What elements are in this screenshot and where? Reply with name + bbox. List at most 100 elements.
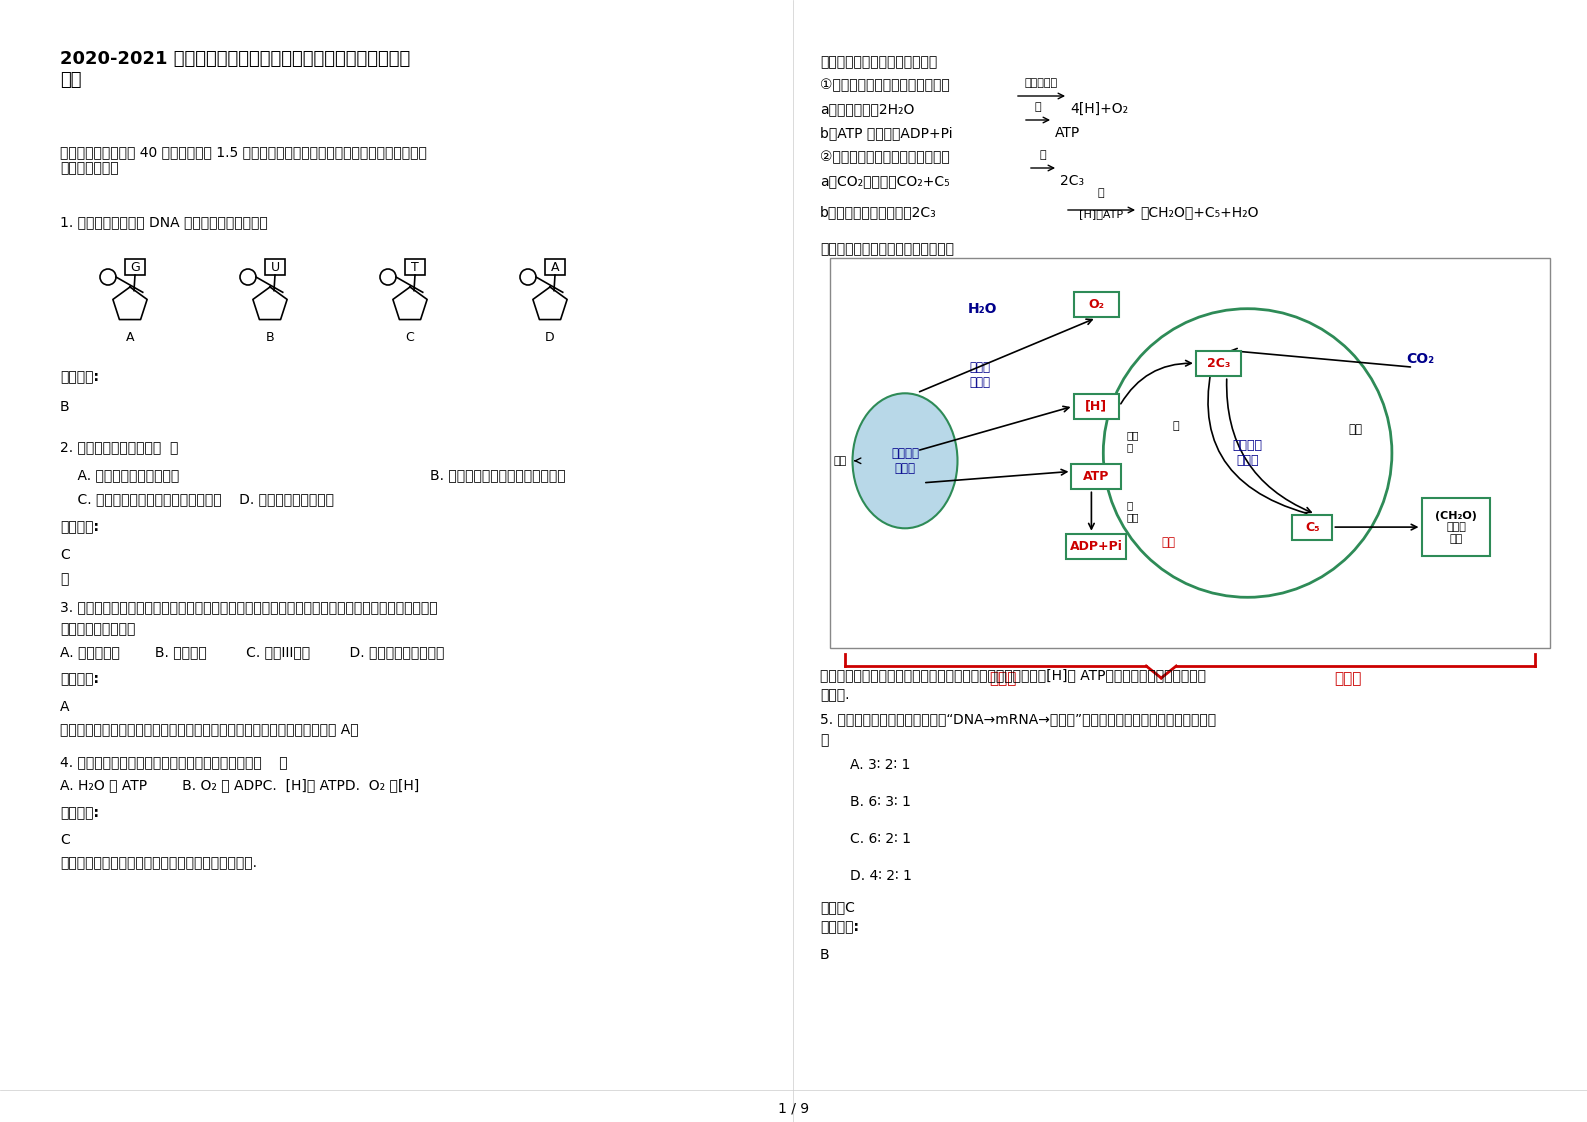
Text: 的还原.: 的还原. — [820, 688, 849, 702]
Text: 多种酶参
加催化: 多种酶参 加催化 — [1233, 439, 1263, 467]
Text: a．水的光解：2H₂O: a．水的光解：2H₂O — [820, 102, 914, 116]
Text: 还原: 还原 — [1162, 536, 1176, 549]
Text: B: B — [60, 401, 70, 414]
Text: 一、选择题（本题共 40 小题，每小题 1.5 分。在每小题给出的四个选项中，只有一项是符合
题目要求的。）: 一、选择题（本题共 40 小题，每小题 1.5 分。在每小题给出的四个选项中，只… — [60, 145, 427, 175]
Text: a．CO₂的固定：CO₂+C₅: a．CO₂的固定：CO₂+C₅ — [820, 174, 949, 188]
Text: 酶: 酶 — [1098, 188, 1105, 197]
Text: 暗反应: 暗反应 — [1335, 671, 1362, 686]
Text: 供能: 供能 — [1127, 513, 1139, 523]
Text: 2C₃: 2C₃ — [1060, 174, 1084, 188]
Text: U: U — [270, 260, 279, 274]
Text: （CH₂O）+C₅+H₂O: （CH₂O）+C₅+H₂O — [1139, 205, 1258, 219]
Text: A. 3∶ 2∶ 1: A. 3∶ 2∶ 1 — [851, 758, 911, 772]
Text: 4[H]+O₂: 4[H]+O₂ — [1070, 102, 1128, 116]
Text: 2. 下列属于单倍体的是（  ）: 2. 下列属于单倍体的是（ ） — [60, 440, 178, 454]
Text: 供氢: 供氢 — [1127, 431, 1139, 440]
Text: ATP: ATP — [1084, 470, 1109, 482]
Text: C₅: C₅ — [1305, 521, 1320, 534]
Bar — [1074, 293, 1119, 318]
Text: [H]、ATP: [H]、ATP — [1079, 209, 1124, 219]
Text: 略: 略 — [60, 572, 68, 586]
Text: H₂O: H₂O — [968, 302, 998, 315]
Text: 光能: 光能 — [833, 456, 846, 466]
Text: B: B — [820, 948, 830, 962]
Text: C: C — [60, 548, 70, 562]
Text: 故选：C: 故选：C — [820, 900, 855, 914]
Text: b．ATP 的生成：ADP+Pi: b．ATP 的生成：ADP+Pi — [820, 126, 952, 140]
Text: 5. 基因控制蛋白质合成过程中，“DNA→mRNA→蛋白质”三者的基本组成单位的数量比例关系: 5. 基因控制蛋白质合成过程中，“DNA→mRNA→蛋白质”三者的基本组成单位的… — [820, 712, 1216, 726]
Bar — [830, 258, 1550, 649]
Text: C: C — [60, 833, 70, 847]
Text: [H]: [H] — [1086, 399, 1108, 413]
Circle shape — [240, 269, 256, 285]
Text: ADP+Pi: ADP+Pi — [1070, 540, 1124, 553]
Text: 【考点】光反应、暗反应过程的能量变化和物质变化.: 【考点】光反应、暗反应过程的能量变化和物质变化. — [60, 856, 257, 870]
Text: 1. 下列核苷酸中，在 DNA 结构中不可能具有的是: 1. 下列核苷酸中，在 DNA 结构中不可能具有的是 — [60, 215, 268, 229]
Text: 根据光合作用的过程图解可知：光反应为暗反应提供的物质是[H]和 ATP，用于暗反应中三碳化合物: 根据光合作用的过程图解可知：光反应为暗反应提供的物质是[H]和 ATP，用于暗反… — [820, 668, 1206, 682]
Bar — [1197, 351, 1241, 376]
Text: D. 4∶ 2∶ 1: D. 4∶ 2∶ 1 — [851, 870, 913, 883]
Bar — [1292, 515, 1333, 540]
Text: A. 双缩脲试剂        B. 斐林试剂         C. 苏丹III染液         D. 吱罗红甲基绿染色剂: A. 双缩脲试剂 B. 斐林试剂 C. 苏丹III染液 D. 吱罗红甲基绿染色剂 — [60, 645, 444, 659]
Text: ①光反应阶段：场所是类囊体薄膜: ①光反应阶段：场所是类囊体薄膜 — [820, 79, 949, 92]
Bar — [1071, 463, 1122, 489]
Text: 参考答案:: 参考答案: — [60, 806, 98, 820]
Text: 光反应: 光反应 — [989, 671, 1017, 686]
Text: 参考答案:: 参考答案: — [60, 672, 98, 686]
Bar — [1074, 394, 1119, 419]
Text: ATP: ATP — [1055, 126, 1081, 140]
Text: G: G — [130, 260, 140, 274]
Text: 酶: 酶 — [1173, 421, 1179, 431]
Text: 参考答案:: 参考答案: — [820, 920, 859, 934]
Text: (CH₂O)
蛋白质
脂肪: (CH₂O) 蛋白质 脂肪 — [1436, 511, 1477, 544]
Text: 肽时可采用的试剂是: 肽时可采用的试剂是 — [60, 622, 135, 636]
Text: 参考答案:: 参考答案: — [60, 519, 98, 534]
Text: 水在光
下裂解: 水在光 下裂解 — [970, 361, 990, 389]
Text: A: A — [125, 331, 135, 344]
Text: A: A — [60, 700, 70, 714]
Text: 酶: 酶 — [1127, 500, 1133, 511]
Text: 酶: 酶 — [1035, 102, 1041, 112]
Bar — [405, 259, 425, 275]
Text: 酪蛋白磷酸肽的分子中含有肽键，可以与双缩脲试剂反应，产生紫色，故选 A。: 酪蛋白磷酸肽的分子中含有肽键，可以与双缩脲试剂反应，产生紫色，故选 A。 — [60, 721, 359, 736]
Text: 【解答】解：光合作用的过程图解：: 【解答】解：光合作用的过程图解： — [820, 242, 954, 256]
Text: b．三碳化合物的还原：2C₃: b．三碳化合物的还原：2C₃ — [820, 205, 936, 219]
Text: 2020-2021 学年江苏省徐州市三十七中学高一生物模拟试卷含
解析: 2020-2021 学年江苏省徐州市三十七中学高一生物模拟试卷含 解析 — [60, 50, 411, 89]
Text: 叶绿体中
的色素: 叶绿体中 的色素 — [890, 447, 919, 475]
Bar — [544, 259, 565, 275]
Bar — [1066, 534, 1127, 559]
Bar — [1422, 498, 1490, 557]
Text: O₂: O₂ — [1089, 298, 1105, 311]
Circle shape — [1103, 309, 1392, 597]
Text: B. 6∶ 3∶ 1: B. 6∶ 3∶ 1 — [851, 795, 911, 809]
Text: C. 六倍体小麦的花粉离体培养的幼苗    D. 有鸡蛋孵化出的小鸡: C. 六倍体小麦的花粉离体培养的幼苗 D. 有鸡蛋孵化出的小鸡 — [60, 493, 333, 506]
Circle shape — [379, 269, 397, 285]
Text: B: B — [265, 331, 275, 344]
Circle shape — [521, 269, 536, 285]
Text: 酶: 酶 — [1127, 442, 1133, 452]
Text: ②暗反应阶段：场所是叶绿体基质: ②暗反应阶段：场所是叶绿体基质 — [820, 150, 949, 164]
Text: 固定: 固定 — [1349, 423, 1362, 436]
Text: 为: 为 — [820, 733, 828, 747]
Bar — [125, 259, 144, 275]
Text: C: C — [406, 331, 414, 344]
Text: 光能、色素: 光能、色素 — [1025, 79, 1057, 88]
Text: 【分析】光合作用的具体过程：: 【分析】光合作用的具体过程： — [820, 55, 938, 68]
Text: A. H₂O 和 ATP        B. O₂ 和 ADPC.  [H]和 ATPD.  O₂ 和[H]: A. H₂O 和 ATP B. O₂ 和 ADPC. [H]和 ATPD. O₂… — [60, 778, 419, 792]
Text: B. 四倍体的植株枝条扦插成的植株: B. 四倍体的植株枝条扦插成的植株 — [430, 468, 565, 482]
Text: 2C₃: 2C₃ — [1208, 357, 1230, 370]
Text: 3. 酪蛋白磷酸肽是具有生物活性的多肽，能促进人体对馒、鐵和锌的吸收。检测某样液中酪蛋白磷酸: 3. 酪蛋白磷酸肽是具有生物活性的多肽，能促进人体对馒、鐵和锌的吸收。检测某样液… — [60, 600, 438, 614]
Text: A: A — [551, 260, 559, 274]
Text: T: T — [411, 260, 419, 274]
Text: 酶: 酶 — [1039, 150, 1046, 160]
Circle shape — [100, 269, 116, 285]
Ellipse shape — [852, 394, 957, 528]
Bar — [265, 259, 286, 275]
Text: D: D — [546, 331, 555, 344]
Text: CO₂: CO₂ — [1406, 352, 1435, 367]
Text: 1 / 9: 1 / 9 — [778, 1101, 809, 1115]
Text: 4. 光合作用过程中，光反应为暗反应提供的物质有（    ）: 4. 光合作用过程中，光反应为暗反应提供的物质有（ ） — [60, 755, 287, 769]
Text: 参考答案:: 参考答案: — [60, 370, 98, 384]
Text: C. 6∶ 2∶ 1: C. 6∶ 2∶ 1 — [851, 833, 911, 846]
Text: A. 二倍体种子长成的幼苗: A. 二倍体种子长成的幼苗 — [60, 468, 179, 482]
